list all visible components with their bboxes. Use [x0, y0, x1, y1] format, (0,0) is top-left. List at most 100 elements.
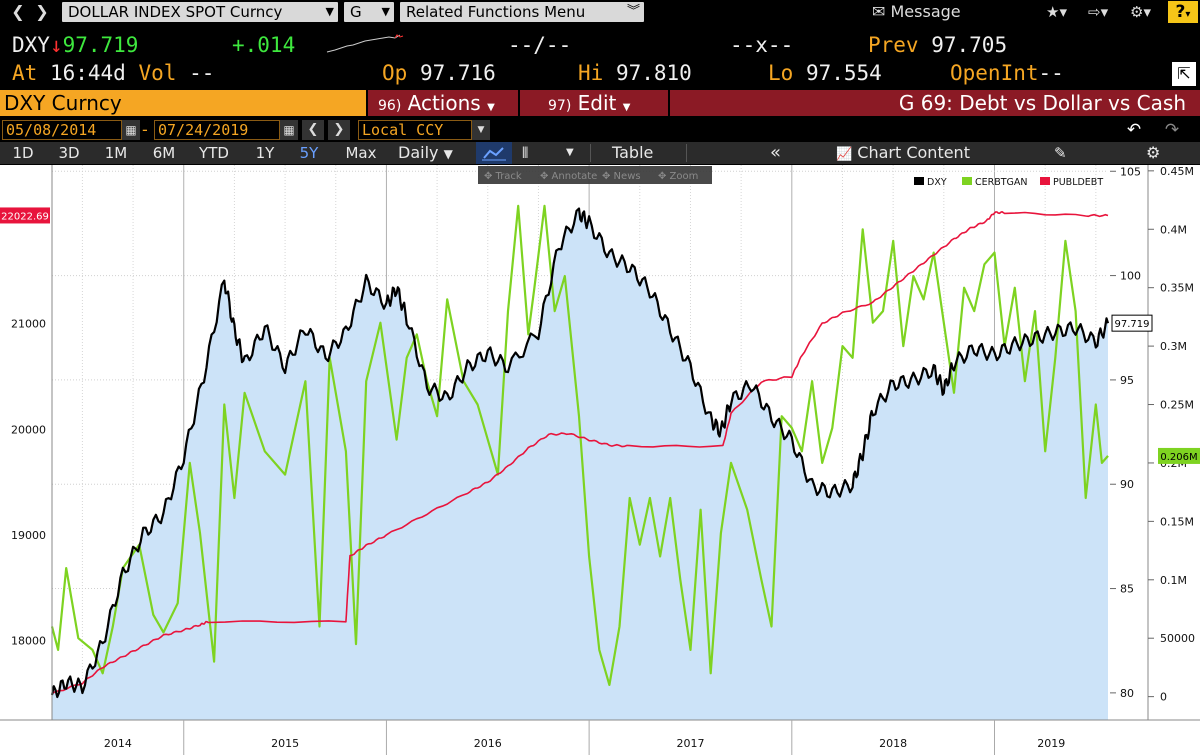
- at-label: At: [12, 61, 38, 85]
- period-button-1m[interactable]: 1M: [104, 144, 128, 162]
- overlay-strip-bg: [478, 166, 712, 184]
- right-tick-label: 0.3M: [1160, 340, 1187, 353]
- undo-button[interactable]: ↶: [1120, 120, 1148, 140]
- period-button-1d[interactable]: 1D: [12, 144, 34, 162]
- frequency-label: Daily: [398, 143, 439, 162]
- bid-ask: --/--: [508, 33, 572, 57]
- gear-icon: ⚙: [1146, 143, 1161, 162]
- pencil-icon: ✎: [1054, 144, 1067, 162]
- mid-tick-label: 90: [1120, 478, 1134, 491]
- right-tick-label: 0: [1160, 691, 1167, 704]
- favorite-button[interactable]: ★▾: [1046, 2, 1067, 22]
- legend-label-publdebt: PUBLDEBT: [1053, 177, 1103, 188]
- range-back-button[interactable]: ❮: [302, 120, 324, 140]
- legend-swatch-dxy: [914, 177, 924, 185]
- left-tick-label: 20000: [11, 423, 46, 436]
- related-functions-menu[interactable]: Related Functions Menu ︾: [400, 2, 644, 22]
- range-dash: -: [142, 120, 148, 139]
- chart-settings-button[interactable]: ⚙: [1146, 142, 1160, 164]
- table-label: Table: [612, 143, 654, 162]
- range-forward-button[interactable]: ❯: [328, 120, 350, 140]
- currency-select[interactable]: Local CCY: [358, 120, 472, 140]
- chevron-down-icon: ▼: [381, 5, 390, 18]
- net-change: +.014: [232, 33, 296, 57]
- low-label: Lo: [768, 61, 794, 85]
- cerbtgan-series-line: [50, 204, 1109, 687]
- security-field[interactable]: DOLLAR INDEX SPOT Curncy ▼: [62, 2, 338, 22]
- dxy-last-value-bg: [1111, 314, 1153, 332]
- help-button[interactable]: ?▾: [1168, 1, 1198, 23]
- dxy-area-fill: [52, 208, 1108, 720]
- open-value: 97.716: [419, 61, 496, 85]
- chart-type-dropdown[interactable]: ▼: [566, 142, 574, 164]
- chart-name: G 69: Debt vs Dollar vs Cash: [898, 91, 1186, 115]
- chart-title-bar: G 69: Debt vs Dollar vs Cash: [670, 90, 1200, 116]
- chevron-down-icon[interactable]: ▼: [472, 120, 490, 140]
- low-price: Lo 97.554: [768, 61, 882, 85]
- security-tab[interactable]: DXY Curncy: [0, 90, 366, 116]
- quote-line-2: At 16:44d Vol --: [12, 61, 214, 85]
- table-button[interactable]: Table: [612, 142, 653, 164]
- calendar-icon[interactable]: ▦: [122, 120, 140, 140]
- dxy-last-value: 97.719: [1115, 319, 1150, 330]
- export-button[interactable]: ⇨▾: [1088, 2, 1108, 22]
- forward-icon[interactable]: ❯: [35, 2, 49, 21]
- period-button-ytd[interactable]: YTD: [199, 144, 229, 162]
- popout-button[interactable]: ⇱: [1172, 62, 1196, 86]
- line-chart-button[interactable]: [476, 142, 512, 164]
- high-price: Hi 97.810: [578, 61, 692, 85]
- settings-button[interactable]: ⚙▾: [1130, 2, 1151, 22]
- collapse-button[interactable]: «: [770, 142, 781, 164]
- chart-content-button[interactable]: 📈 Chart Content: [836, 142, 970, 164]
- ohlc-icon: ⫴: [522, 144, 529, 162]
- redo-button[interactable]: ↷: [1158, 120, 1186, 140]
- bar-chart-button[interactable]: ⫴: [522, 142, 528, 164]
- period-button-6m[interactable]: 6M: [152, 144, 176, 162]
- caret-down-icon: ▼: [487, 102, 495, 113]
- overlay-tool-annotate: ✥ Annotate: [540, 171, 597, 182]
- left-value-marker: 22022.69: [1, 211, 49, 222]
- down-arrow-icon: ↓: [49, 33, 63, 57]
- mid-tick-label: 100: [1120, 270, 1141, 283]
- right-tick-label: 50000: [1160, 632, 1195, 645]
- actions-label: Actions: [407, 91, 481, 115]
- chevron-right-icon: ❯: [333, 122, 345, 137]
- edit-num: 97): [548, 98, 572, 114]
- actions-menu[interactable]: 96) Actions ▼: [368, 90, 518, 116]
- start-date-input[interactable]: 05/08/2014: [2, 120, 122, 140]
- overlay-tool-news: ✥ News: [602, 171, 641, 182]
- redo-icon: ↷: [1164, 120, 1180, 140]
- x-tick-label: 2018: [879, 737, 907, 750]
- calendar-icon[interactable]: ▦: [280, 120, 298, 140]
- double-chevron-left-icon: «: [770, 142, 782, 163]
- function-field[interactable]: G ▼: [344, 2, 394, 22]
- message-button[interactable]: ✉ Message: [872, 2, 961, 22]
- x-tick-label: 2016: [474, 737, 502, 750]
- period-button-5y[interactable]: 5Y: [299, 144, 319, 162]
- high-value: 97.810: [615, 61, 692, 85]
- period-button-max[interactable]: Max: [345, 144, 377, 162]
- prev-label: Prev: [868, 33, 919, 57]
- popout-icon: ⇱: [1177, 64, 1191, 83]
- x-tick-label: 2014: [104, 737, 132, 750]
- export-icon: ⇨▾: [1088, 3, 1109, 21]
- right-tick-label: 0.1M: [1160, 574, 1187, 587]
- chart-axes: 2014 2015 2016 2017 2018 2019 18000 19000 20000 2…: [0, 165, 1200, 755]
- dxy-series-line: [50, 207, 1110, 699]
- period-button-3d[interactable]: 3D: [58, 144, 80, 162]
- edit-menu[interactable]: 97) Edit ▼: [520, 90, 668, 116]
- frequency-select[interactable]: Daily ▼: [398, 142, 453, 164]
- end-date-input[interactable]: 07/24/2019: [154, 120, 280, 140]
- period-button-1y[interactable]: 1Y: [255, 144, 275, 162]
- back-icon[interactable]: ❮: [11, 2, 25, 21]
- edit-chart-button[interactable]: ✎: [1054, 142, 1067, 164]
- chevron-left-icon: ❮: [307, 122, 319, 137]
- mid-tick-label: 105: [1120, 165, 1141, 178]
- right-tick-label: 0.35M: [1160, 282, 1194, 295]
- caret-down-icon: ▼: [622, 102, 631, 113]
- edit-label: Edit: [577, 91, 617, 115]
- x-tick-label: 2015: [271, 737, 299, 750]
- x-tick-label: 2019: [1037, 737, 1065, 750]
- top-toolbar: ❮ ❯ DOLLAR INDEX SPOT Curncy ▼ G ▼ Relat…: [0, 0, 1200, 24]
- quote-time: 16:44d: [49, 61, 126, 85]
